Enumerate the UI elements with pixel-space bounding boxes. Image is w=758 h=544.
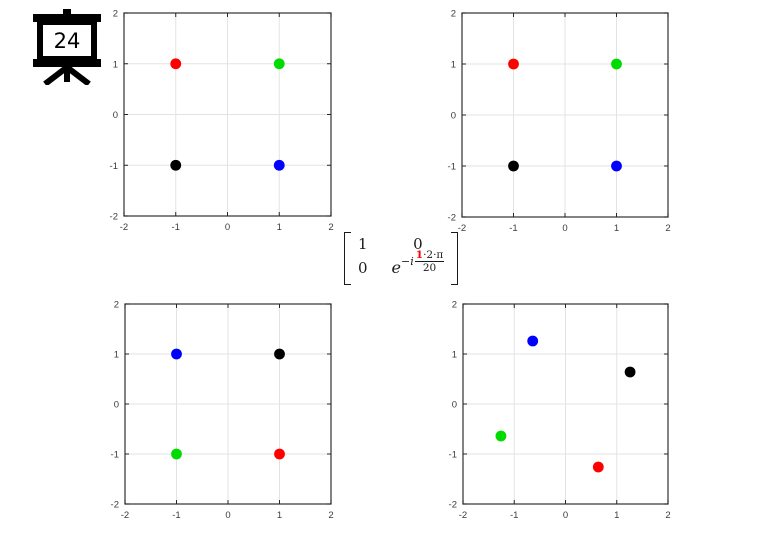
data-point-black — [624, 366, 636, 378]
data-point-red — [274, 448, 285, 460]
scatter-plot-canvas: -2 -1 0 1 2 -2 -1 0 1 2 — [110, 9, 334, 234]
x-tick-label: 0 — [225, 510, 230, 521]
matrix-entry-21: 0 — [358, 259, 368, 278]
data-point-blue — [171, 348, 182, 360]
y-tick-label: 1 — [451, 60, 456, 71]
x-tick-label: 1 — [277, 510, 282, 521]
matrix-right-bracket — [451, 232, 459, 286]
matrix-entries: 1 0 0 e −i 1·2·π 20 — [351, 232, 451, 285]
y-tick-label: 1 — [113, 59, 118, 70]
x-tick-label: 1 — [614, 223, 619, 234]
exponent-prefix: −i — [401, 254, 414, 268]
data-point-green — [495, 430, 507, 442]
rotation-matrix-formula: 1 0 0 e −i 1·2·π 20 — [344, 232, 459, 286]
y-tick-label: 2 — [114, 300, 119, 311]
data-point-green — [273, 58, 285, 70]
icon-bottom-bar — [33, 59, 101, 67]
data-point-green — [611, 58, 622, 70]
y-tick-label: -2 — [448, 213, 456, 224]
x-tick-label: 2 — [665, 510, 670, 521]
icon-left-leg — [43, 65, 68, 85]
y-tick-label: -2 — [111, 500, 119, 511]
data-point-red — [170, 58, 182, 70]
euler-e: e — [391, 257, 402, 277]
data-point-black — [508, 160, 519, 172]
data-point-black — [170, 159, 182, 171]
icon-right-leg — [66, 65, 91, 85]
x-tick-label: -1 — [510, 510, 518, 521]
y-tick-label: -2 — [449, 500, 457, 511]
x-tick-label: 0 — [562, 223, 567, 234]
data-point-blue — [527, 335, 539, 347]
data-point-red — [592, 461, 604, 473]
x-tick-label: 0 — [563, 510, 568, 521]
y-tick-label: 0 — [113, 110, 118, 121]
data-point-black — [274, 348, 285, 360]
x-tick-label: -2 — [458, 223, 466, 234]
x-tick-label: 2 — [328, 510, 333, 521]
x-tick-label: 1 — [614, 510, 619, 521]
scatter-plot-canvas: -2 -1 0 1 2 -2 -1 0 1 2 — [111, 300, 334, 522]
data-point-blue — [273, 159, 285, 171]
y-tick-label: 2 — [451, 9, 456, 20]
y-tick-label: -1 — [448, 162, 456, 173]
y-tick-label: 1 — [452, 350, 457, 361]
y-tick-label: 2 — [113, 9, 118, 20]
matrix-left-bracket — [344, 232, 351, 286]
y-tick-label: -2 — [110, 212, 118, 223]
y-tick-label: 1 — [114, 350, 119, 361]
icon-center-leg — [64, 67, 70, 82]
x-tick-label: -1 — [172, 222, 180, 233]
x-tick-label: 0 — [225, 222, 230, 233]
scatter-plot-top-right: -2 -1 0 1 2 -2 -1 0 1 2 — [448, 9, 671, 235]
scatter-plot-top-left: -2 -1 0 1 2 -2 -1 0 1 2 — [110, 9, 334, 234]
highlighted-step-number: 1 — [415, 249, 424, 262]
fraction-denominator: 20 — [422, 262, 437, 275]
presentation-screen-icon: 24 — [33, 9, 101, 85]
scatter-plot-bottom-right: -2 -1 0 1 2 -2 -1 0 1 2 — [449, 300, 671, 522]
numerator-rest: ·2·π — [423, 249, 444, 262]
x-tick-label: 1 — [277, 222, 282, 233]
data-point-red — [508, 58, 519, 70]
icon-top-bar — [33, 14, 101, 22]
data-point-blue — [611, 160, 622, 172]
exponent-fraction: 1·2·π 20 — [414, 249, 445, 275]
x-tick-label: -1 — [509, 223, 517, 234]
x-tick-label: 2 — [328, 222, 333, 233]
y-tick-label: 0 — [114, 400, 119, 411]
slide-number: 24 — [54, 29, 81, 53]
scatter-plot-canvas: -2 -1 0 1 2 -2 -1 0 1 2 — [449, 300, 671, 522]
icon-screen — [37, 19, 97, 62]
y-tick-label: 2 — [452, 300, 457, 311]
scatter-plot-canvas: -2 -1 0 1 2 -2 -1 0 1 2 — [448, 9, 671, 235]
fraction-numerator: 1·2·π — [414, 249, 445, 263]
icon-knob — [63, 9, 71, 16]
x-tick-label: 2 — [665, 223, 670, 234]
x-tick-label: -1 — [172, 510, 180, 521]
y-tick-label: 0 — [452, 400, 457, 411]
exponent: −i 1·2·π 20 — [401, 249, 445, 275]
scatter-plot-bottom-left: -2 -1 0 1 2 -2 -1 0 1 2 — [111, 300, 334, 522]
x-tick-label: -2 — [120, 222, 128, 233]
matrix-entry-22-exponential: e −i 1·2·π 20 — [391, 249, 445, 283]
x-tick-label: -2 — [459, 510, 467, 521]
x-tick-label: -2 — [121, 510, 129, 521]
data-point-green — [171, 448, 182, 460]
y-tick-label: 0 — [451, 111, 456, 122]
matrix-entry-11: 1 — [358, 235, 368, 253]
matrix-entry-12: 0 — [413, 235, 423, 253]
y-tick-label: -1 — [111, 450, 119, 461]
y-tick-label: -1 — [110, 161, 118, 172]
y-tick-label: -1 — [449, 450, 457, 461]
